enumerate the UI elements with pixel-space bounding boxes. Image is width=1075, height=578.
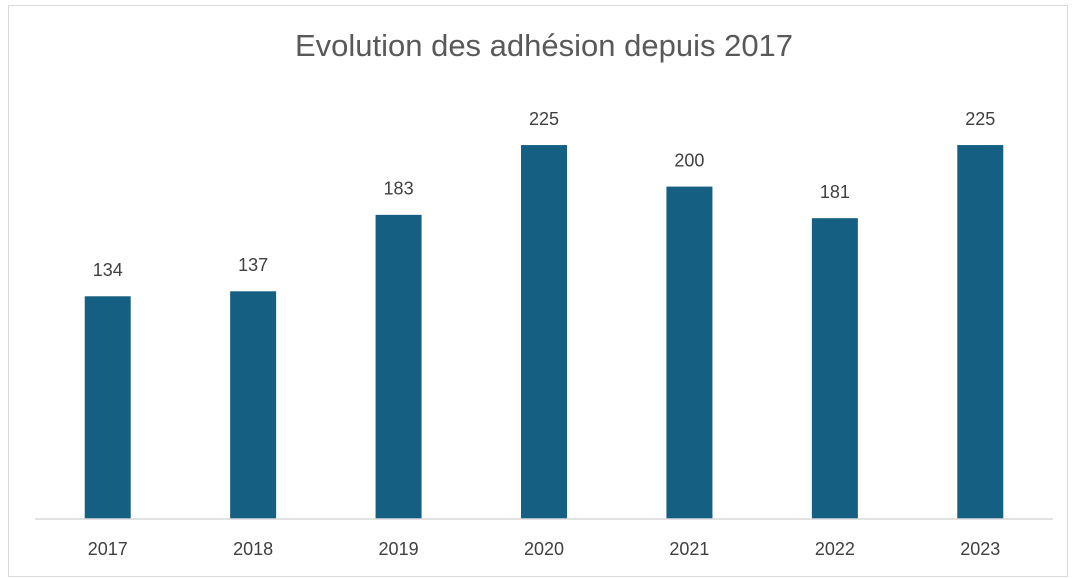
x-tick-label: 2020 xyxy=(524,539,564,559)
data-label: 225 xyxy=(529,109,559,129)
bar xyxy=(957,145,1004,520)
bar xyxy=(375,214,422,519)
chart-title: Evolution des adhésion depuis 2017 xyxy=(295,28,793,63)
x-tick-label: 2018 xyxy=(233,539,273,559)
x-tick-label: 2023 xyxy=(960,539,1000,559)
bar xyxy=(230,291,277,519)
data-label: 225 xyxy=(965,109,995,129)
x-tick-label: 2019 xyxy=(379,539,419,559)
data-label: 181 xyxy=(820,182,850,202)
x-tick-label: 2022 xyxy=(815,539,855,559)
bar xyxy=(811,218,858,520)
data-label: 183 xyxy=(384,179,414,199)
data-label: 200 xyxy=(674,150,704,170)
bar xyxy=(84,296,131,519)
bar xyxy=(666,186,713,519)
data-label: 137 xyxy=(238,255,268,275)
data-label: 134 xyxy=(93,260,123,280)
bar xyxy=(521,145,567,520)
x-tick-label: 2017 xyxy=(88,539,128,559)
x-tick-label: 2021 xyxy=(669,539,709,559)
